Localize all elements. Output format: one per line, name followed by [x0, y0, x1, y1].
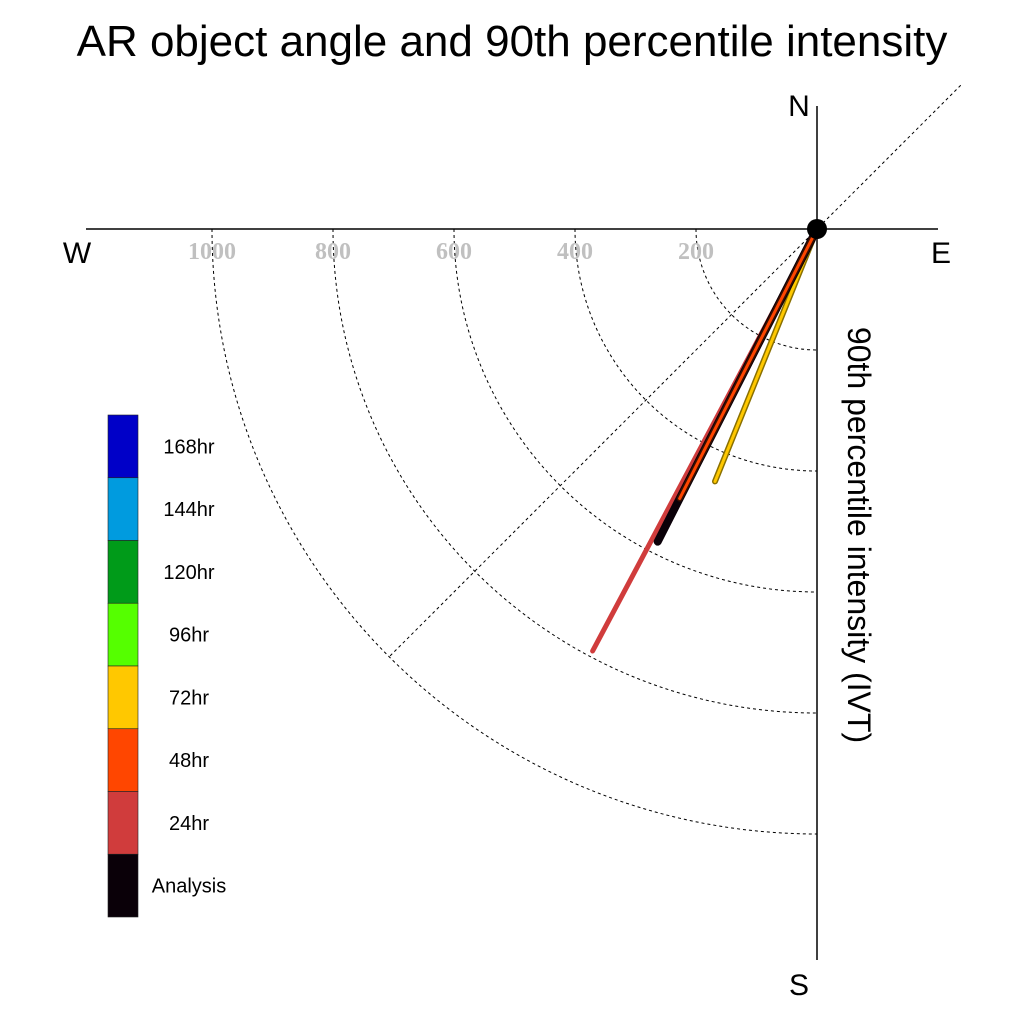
legend-label-24hr: 24hr — [169, 813, 209, 835]
ring-400 — [574, 228, 818, 472]
tick-label-1000: 1000 — [188, 239, 236, 265]
diagonal-reference-line — [388, 84, 962, 658]
ring-1000 — [211, 228, 818, 835]
legend-swatch-144hr — [107, 477, 139, 541]
east-label: E — [931, 237, 951, 270]
north-label: N — [788, 90, 810, 123]
tick-label-800: 800 — [315, 239, 351, 265]
chart-title: AR object angle and 90th percentile inte… — [77, 17, 948, 66]
legend-label-168hr: 168hr — [163, 436, 214, 458]
forecast-vectors — [590, 225, 821, 654]
legend-label-analysis: Analysis — [152, 876, 226, 898]
origin-marker — [807, 219, 827, 239]
tick-label-400: 400 — [557, 239, 593, 265]
legend-swatch-analysis — [107, 853, 139, 918]
legend: 168hr 144hr 120hr 96hr 72hr 48hr 24hr Analysis — [107, 414, 226, 918]
west-label: W — [63, 237, 92, 270]
legend-swatch-72hr — [107, 665, 139, 730]
legend-swatch-48hr — [107, 728, 139, 792]
legend-swatch-168hr — [107, 414, 139, 479]
legend-label-48hr: 48hr — [169, 750, 209, 772]
tick-label-600: 600 — [436, 239, 472, 265]
legend-swatch-24hr — [107, 791, 139, 855]
legend-label-120hr: 120hr — [163, 562, 214, 584]
radial-tick-labels: 200 400 600 800 1000 — [188, 239, 714, 265]
ring-800 — [332, 228, 818, 714]
y-axis-label: 90th percentile intensity (IVT) — [841, 327, 877, 743]
polar-grid — [211, 84, 962, 835]
south-label: S — [789, 969, 809, 1002]
legend-swatch-96hr — [107, 602, 139, 667]
tick-label-200: 200 — [678, 239, 714, 265]
legend-label-96hr: 96hr — [169, 625, 209, 647]
legend-label-144hr: 144hr — [163, 499, 214, 521]
ring-200 — [695, 228, 818, 351]
ring-600 — [453, 228, 818, 593]
vector-48hr — [678, 227, 819, 501]
legend-swatch-120hr — [107, 540, 139, 604]
legend-label-72hr: 72hr — [169, 687, 209, 709]
